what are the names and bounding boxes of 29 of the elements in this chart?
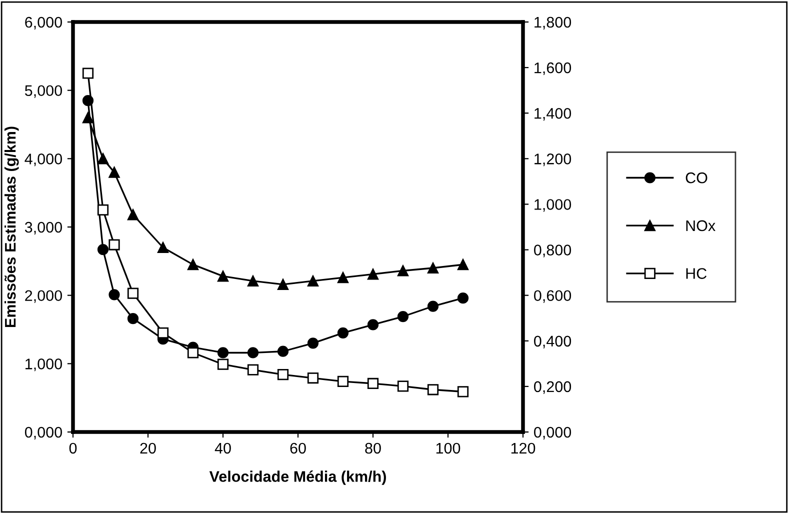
y-axis-title: Emissões Estimadas (g/km) [4, 126, 19, 328]
x-tick-label: 80 [365, 442, 381, 454]
y-tick-label: 2,000 [25, 290, 62, 303]
y2-tick-label: 0,200 [534, 381, 572, 394]
y-tick-label: 3,000 [24, 222, 62, 234]
x-tick-label: 20 [140, 442, 156, 454]
x-axis-title: Velocidade Média (km/h) [209, 470, 386, 485]
y2-tick-label: 0,000 [534, 426, 572, 440]
x-tick-label: 0 [69, 442, 77, 454]
y-tick-label: 4,000 [24, 154, 62, 166]
x-tick-label: 60 [290, 442, 306, 454]
y-tick-label: 1,000 [26, 358, 62, 372]
y-tick-label: 5,000 [24, 85, 62, 98]
y-tick-label: 6,000 [25, 16, 62, 30]
y2-tick-label: 1,400 [534, 108, 572, 121]
legend-label: CO [686, 172, 708, 184]
x-tick-label: 120 [511, 442, 536, 454]
y2-tick-label: 1,200 [534, 154, 572, 166]
y2-tick-label: 1,600 [534, 62, 572, 76]
y2-tick-label: 1,800 [534, 16, 572, 30]
legend-label: HC [686, 268, 707, 279]
x-tick-label: 40 [214, 442, 231, 454]
y-tick-label: 0,000 [24, 426, 62, 440]
y2-tick-label: 0,800 [534, 244, 572, 258]
y2-tick-label: 0,400 [534, 336, 572, 348]
legend-label: NOx [686, 220, 716, 232]
x-tick-label: 100 [436, 442, 460, 454]
y2-tick-label: 0,600 [534, 290, 572, 303]
y2-tick-label: 1,000 [534, 199, 572, 212]
